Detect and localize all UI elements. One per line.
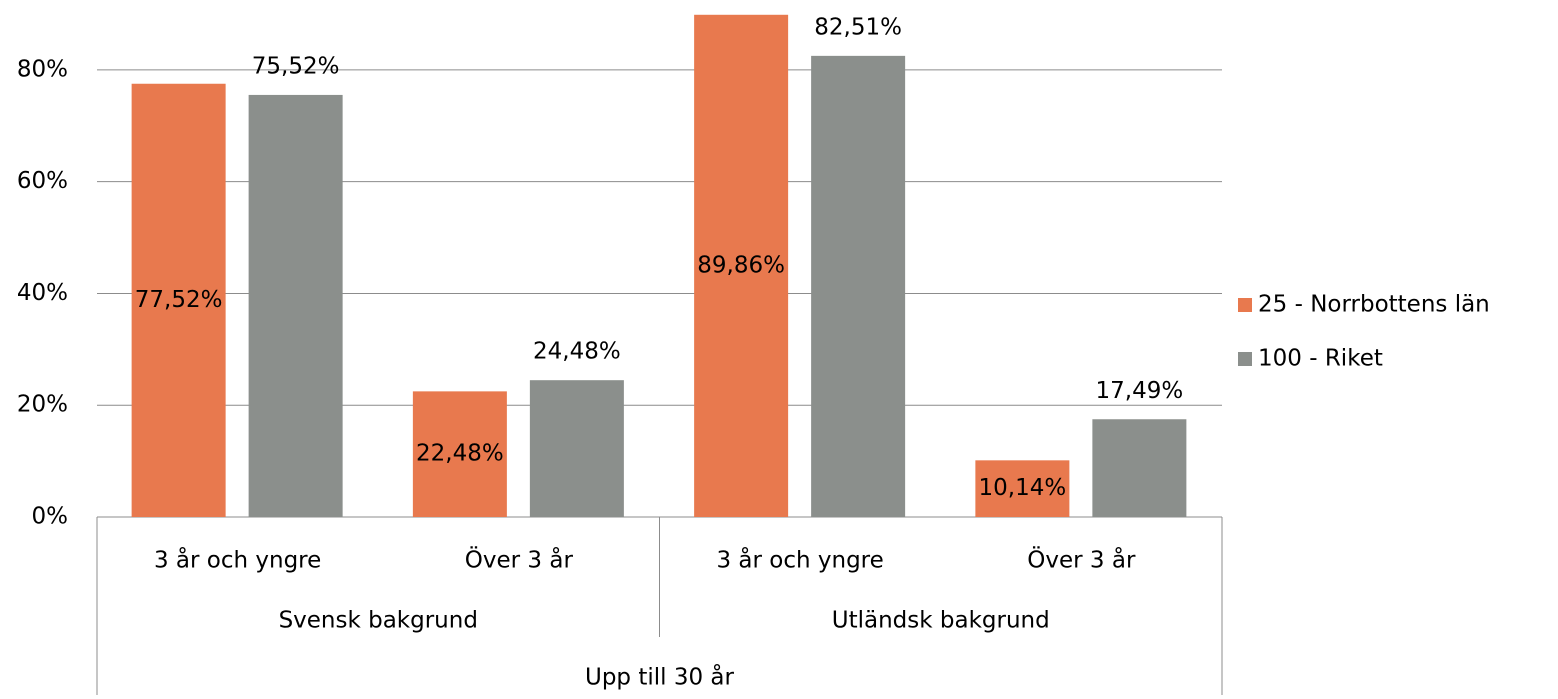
y-tick-label: 20%	[17, 392, 68, 418]
data-label: 77,52%	[135, 287, 223, 313]
data-label: 75,52%	[252, 53, 340, 79]
bar	[694, 14, 789, 518]
bar	[811, 55, 906, 517]
x-tick-label: Över 3 år	[1027, 546, 1136, 574]
bar	[1092, 419, 1187, 517]
data-label: 22,48%	[416, 441, 504, 467]
data-label: 10,14%	[979, 475, 1067, 501]
y-tick-label: 80%	[17, 56, 68, 82]
legend-swatch	[1238, 352, 1252, 366]
y-tick-label: 0%	[32, 504, 69, 530]
data-label: 82,51%	[814, 14, 902, 40]
data-label: 24,48%	[533, 339, 621, 365]
y-tick-label: 40%	[17, 280, 68, 306]
supergroup-label: Upp till 30 år	[585, 663, 735, 691]
group-label: Svensk bakgrund	[279, 608, 478, 634]
x-tick-label: Över 3 år	[465, 546, 574, 574]
legend-swatch	[1238, 298, 1252, 312]
bar	[529, 380, 624, 517]
bar	[412, 391, 507, 517]
bar	[131, 83, 226, 518]
y-tick-label: 60%	[17, 168, 68, 194]
legend-label: 25 - Norrbottens län	[1258, 292, 1490, 318]
data-label: 17,49%	[1096, 378, 1184, 404]
x-tick-label: 3 år och yngre	[716, 546, 883, 574]
data-label: 89,86%	[697, 252, 785, 278]
legend-label: 100 - Riket	[1258, 346, 1383, 372]
group-label: Utländsk bakgrund	[832, 608, 1050, 634]
x-tick-label: 3 år och yngre	[154, 546, 321, 574]
bar	[975, 460, 1070, 517]
bar	[248, 94, 343, 517]
